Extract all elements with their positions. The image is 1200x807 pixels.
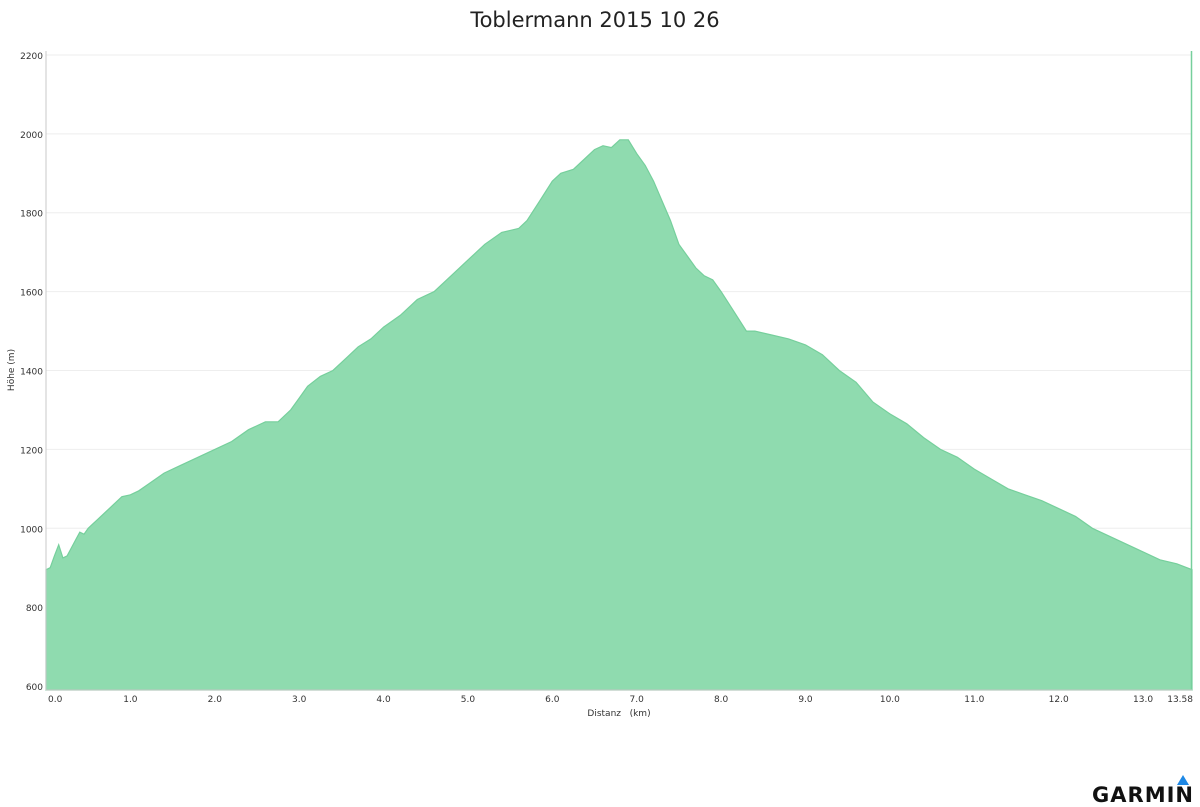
x-tick-label: 11.0 <box>964 695 984 705</box>
x-tick-label: 0.0 <box>48 695 63 705</box>
x-tick-label: 13.0 <box>1133 695 1153 705</box>
x-tick-label: 8.0 <box>714 695 729 705</box>
x-tick-label: 10.0 <box>880 695 900 705</box>
y-tick-labels: 600 800 1000 1200 1400 1600 1800 2000 2200 <box>20 52 43 693</box>
elevation-area <box>45 51 1193 691</box>
y-tick-label: 600 <box>26 683 43 693</box>
x-tick-label: 2.0 <box>208 695 223 705</box>
x-tick-labels: 0.0 1.0 2.0 3.0 4.0 5.0 6.0 7.0 8.0 9.0 10.0 11.0 12… <box>48 695 1193 705</box>
elevation-area-path <box>45 139 1193 691</box>
elevation-chart: 600 800 1000 1200 1400 1600 1800 2000 2200 0.0 1.… <box>7 51 1193 719</box>
y-tick-label: 1200 <box>20 446 43 456</box>
x-tick-label: 6.0 <box>545 695 560 705</box>
y-tick-label: 1000 <box>20 525 43 535</box>
garmin-triangle-icon <box>1177 775 1189 785</box>
x-axis-label: Distanz (km) <box>587 709 650 719</box>
y-axis-label: Höhe (m) <box>7 349 17 391</box>
chart-title: Toblermann 2015 10 26 <box>470 8 720 32</box>
y-tick-label: 1800 <box>20 210 43 220</box>
x-tick-label: 4.0 <box>376 695 391 705</box>
y-tick-label: 1600 <box>20 289 43 299</box>
y-tick-label: 800 <box>26 604 43 614</box>
x-tick-label: 7.0 <box>630 695 645 705</box>
x-tick-label: 5.0 <box>461 695 476 705</box>
axes <box>45 51 1192 691</box>
x-tick-label: 12.0 <box>1049 695 1069 705</box>
x-tick-label: 1.0 <box>123 695 138 705</box>
x-tick-label: 9.0 <box>798 695 813 705</box>
x-tick-label: 13.58 <box>1167 695 1193 705</box>
garmin-logo-text: GARMIN <box>1092 783 1194 807</box>
y-tick-label: 2000 <box>20 131 43 141</box>
y-tick-label: 2200 <box>20 52 43 62</box>
x-tick-label: 3.0 <box>292 695 307 705</box>
y-tick-label: 1400 <box>20 368 43 378</box>
garmin-logo: GARMIN <box>1084 775 1194 807</box>
